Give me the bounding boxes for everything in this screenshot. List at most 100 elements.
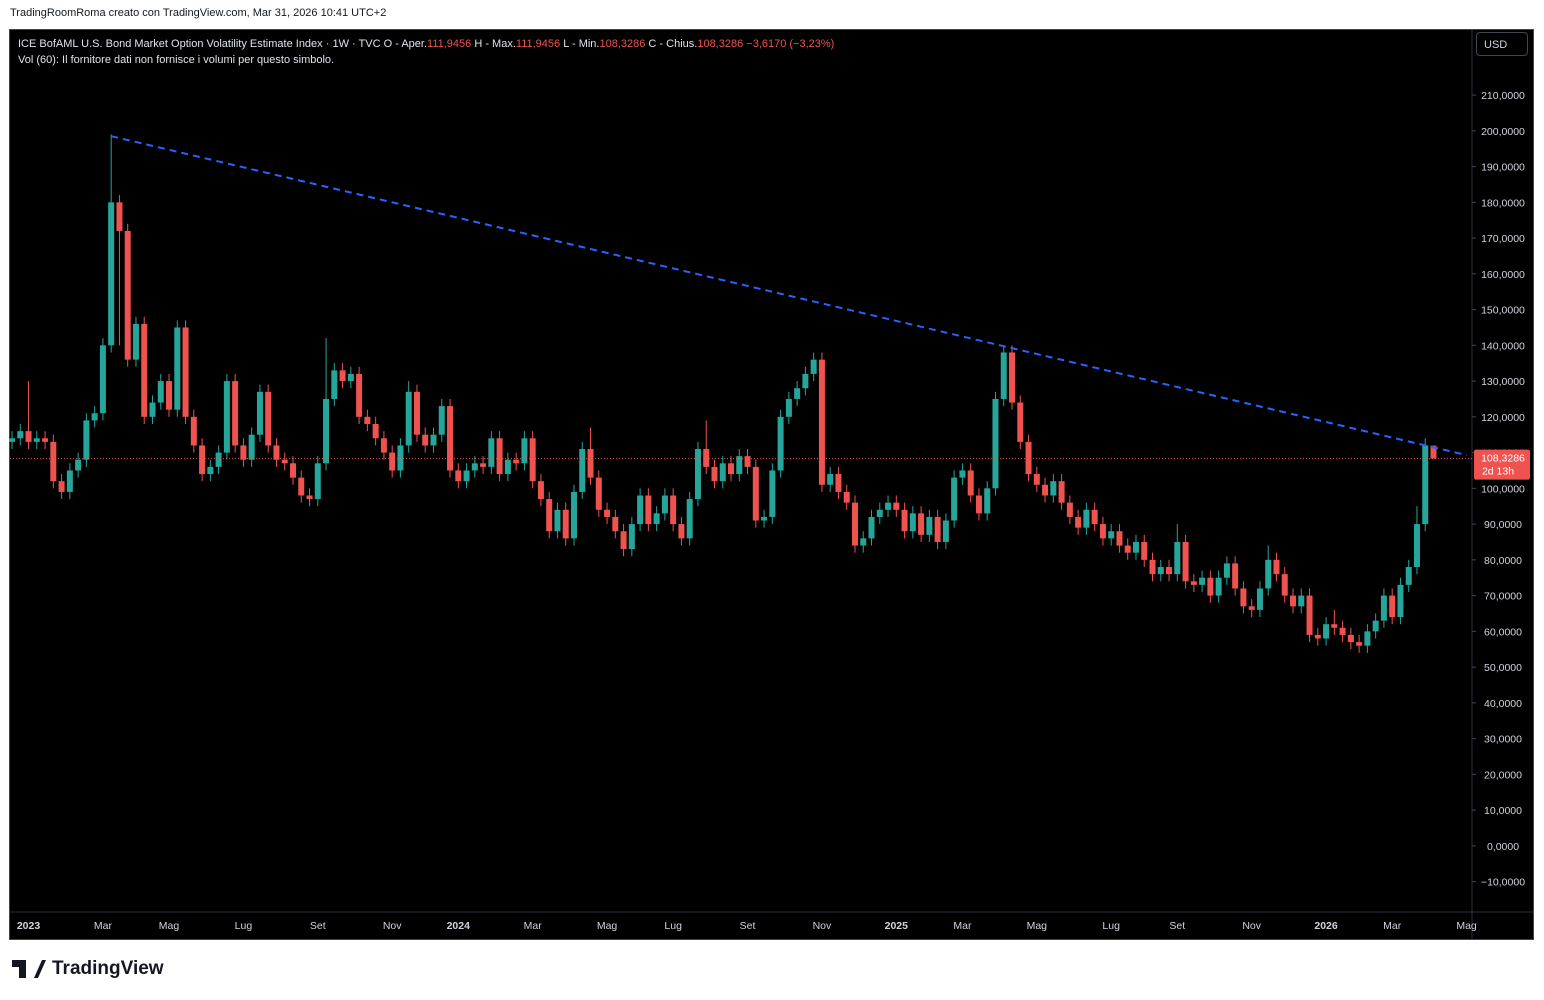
candle-body (1190, 581, 1197, 585)
candle-body (1232, 563, 1239, 589)
candle-body (91, 413, 98, 421)
candle-body (1075, 516, 1082, 528)
candle-body (1017, 402, 1024, 442)
last-price-label: 108,3286 (1481, 453, 1525, 465)
y-tick-label: 50,0000 (1484, 662, 1522, 674)
candle-body (356, 373, 363, 417)
candle-body (42, 438, 49, 442)
x-tick-label: Mar (94, 920, 113, 932)
candle-body (50, 441, 57, 482)
candle-body (33, 438, 40, 442)
candle-body (339, 370, 346, 382)
candle-body (1132, 541, 1139, 553)
candle-body (1339, 627, 1346, 635)
candle-body (1000, 352, 1007, 399)
y-tick-label: 210,0000 (1481, 90, 1525, 102)
countdown: 2d 13h (1482, 466, 1514, 478)
candle-body (661, 495, 668, 514)
candle-body (66, 470, 73, 492)
x-tick-label: 2024 (447, 920, 471, 932)
candle-body (132, 323, 139, 360)
candle-body (909, 513, 916, 532)
candle-body (438, 406, 445, 435)
candle-body (1298, 595, 1305, 607)
y-tick-label: 70,0000 (1484, 591, 1522, 603)
candle-body (1240, 588, 1247, 607)
candle-body (942, 520, 949, 542)
candle-body (703, 449, 710, 467)
x-tick-label: Nov (383, 920, 402, 932)
candle-body (1124, 545, 1131, 553)
brand: TradingView (12, 958, 164, 980)
candle-body (1009, 352, 1016, 403)
candle-body (521, 438, 528, 464)
candle-body (207, 466, 214, 475)
candle-body (141, 323, 148, 417)
candle-body (1050, 481, 1057, 496)
x-tick-label: 2023 (17, 920, 41, 932)
candle-body (471, 463, 478, 471)
y-tick-label: 150,0000 (1481, 305, 1525, 317)
candle-body (975, 495, 982, 514)
candle-body (992, 398, 999, 489)
y-tick-label: 10,0000 (1484, 805, 1522, 817)
candle-body (124, 230, 131, 360)
candle-body (273, 445, 280, 460)
attribution: TradingRoomRoma creato con TradingView.c… (10, 7, 387, 19)
candle-body (372, 423, 379, 439)
candle-body (562, 509, 569, 539)
candle-body (604, 509, 611, 517)
ohlc-value: 108,3286 (599, 38, 646, 50)
candle-body (513, 459, 520, 464)
candle-body (108, 202, 115, 346)
candle-body (645, 495, 652, 525)
candle-body (711, 466, 718, 482)
candle-body (1157, 566, 1164, 575)
change: −3,6170 (−3,23%) (746, 38, 835, 50)
candle-body (504, 459, 511, 475)
candle-body (570, 491, 577, 539)
candle-body (719, 463, 726, 482)
y-tick-label: 200,0000 (1481, 126, 1525, 138)
candle-body (686, 499, 693, 539)
candle-body (769, 470, 776, 517)
candle-body (1430, 445, 1437, 459)
candle-body (298, 477, 305, 496)
candle-body (653, 513, 660, 525)
x-tick-label: Mag (1456, 920, 1477, 932)
candle-body (389, 452, 396, 471)
ohlc-label: C - Chius. (648, 38, 698, 50)
candle-body (728, 463, 735, 475)
y-tick-label: 130,0000 (1481, 376, 1525, 388)
y-tick-label: 160,0000 (1481, 269, 1525, 281)
candle-body (554, 509, 561, 532)
candle-body (752, 466, 759, 521)
candle-body (612, 516, 619, 532)
candle-body (405, 391, 412, 446)
candle-body (232, 381, 239, 446)
candle-body (1281, 574, 1288, 596)
candle-body (885, 502, 892, 510)
candle-body (835, 474, 842, 492)
candle-body (1405, 566, 1412, 585)
candle-body (1141, 541, 1148, 560)
plot-area (9, 134, 1472, 653)
symbol: ICE BofAML U.S. Bond Market Option Volat… (18, 38, 381, 50)
candle-body (1273, 559, 1280, 575)
currency-button[interactable]: USD (1476, 32, 1528, 56)
candle-body (1215, 577, 1222, 596)
candle-body (1422, 445, 1429, 525)
ohlc-value: 111,9456 (427, 38, 472, 50)
candle-body (851, 502, 858, 546)
candle-body (1166, 566, 1173, 575)
candle-body (810, 359, 817, 374)
candle-body (1058, 481, 1065, 503)
candle-body (918, 513, 925, 535)
candle-body (215, 452, 222, 467)
candle-body (1397, 584, 1404, 618)
candle-body (1323, 624, 1330, 639)
candle-body (397, 445, 404, 471)
candle-body (430, 434, 437, 446)
candle-body (579, 449, 586, 492)
candle-body (901, 509, 908, 532)
